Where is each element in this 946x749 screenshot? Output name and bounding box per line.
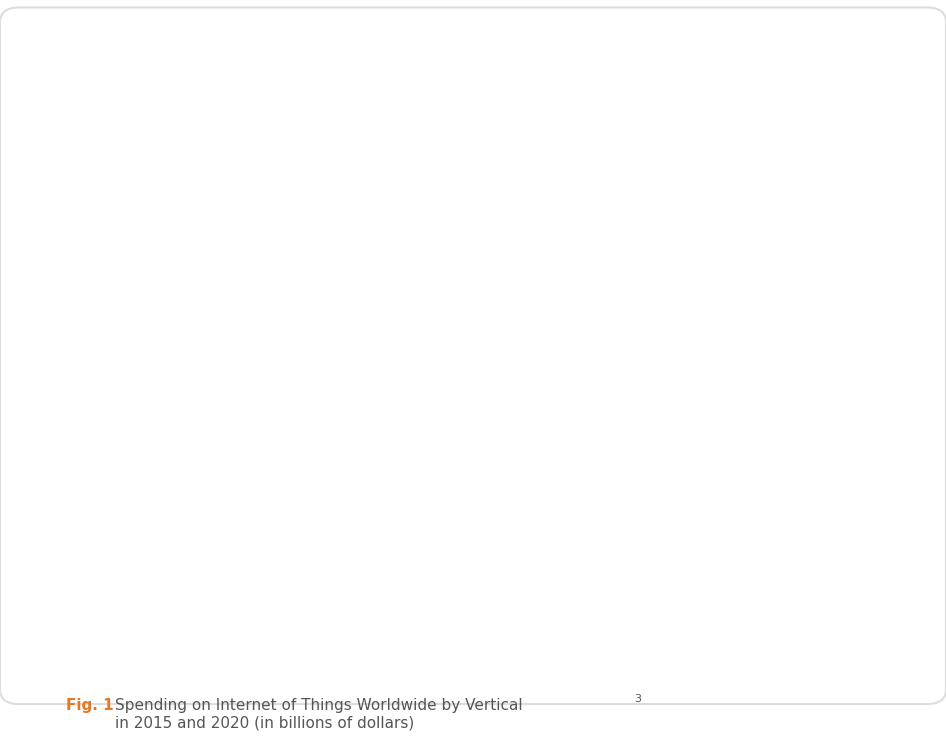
- Bar: [534, 500, 560, 528]
- Bar: [114, 437, 141, 528]
- Bar: [560, 419, 587, 528]
- Bar: [420, 392, 447, 528]
- Text: Spending on Internet of Things Worldwide by Vertical
in 2015 and 2020 (in billio: Spending on Internet of Things Worldwide…: [115, 698, 523, 730]
- Bar: [673, 482, 699, 528]
- Bar: [281, 165, 307, 528]
- Bar: [324, 482, 351, 528]
- Bar: [254, 464, 281, 528]
- Legend: 2015, 2020: 2015, 2020: [399, 74, 581, 106]
- Bar: [812, 455, 838, 528]
- Bar: [838, 255, 865, 528]
- Bar: [351, 301, 377, 528]
- Bar: [603, 509, 629, 528]
- Bar: [184, 437, 211, 528]
- Text: Fig. 1: Fig. 1: [66, 698, 119, 713]
- Bar: [464, 491, 490, 528]
- Bar: [769, 482, 796, 528]
- Text: 3: 3: [634, 694, 640, 704]
- Bar: [394, 482, 420, 528]
- Bar: [141, 165, 167, 528]
- Bar: [699, 419, 726, 528]
- Bar: [490, 392, 517, 528]
- Bar: [629, 419, 656, 528]
- Bar: [743, 509, 769, 528]
- Bar: [211, 165, 237, 528]
